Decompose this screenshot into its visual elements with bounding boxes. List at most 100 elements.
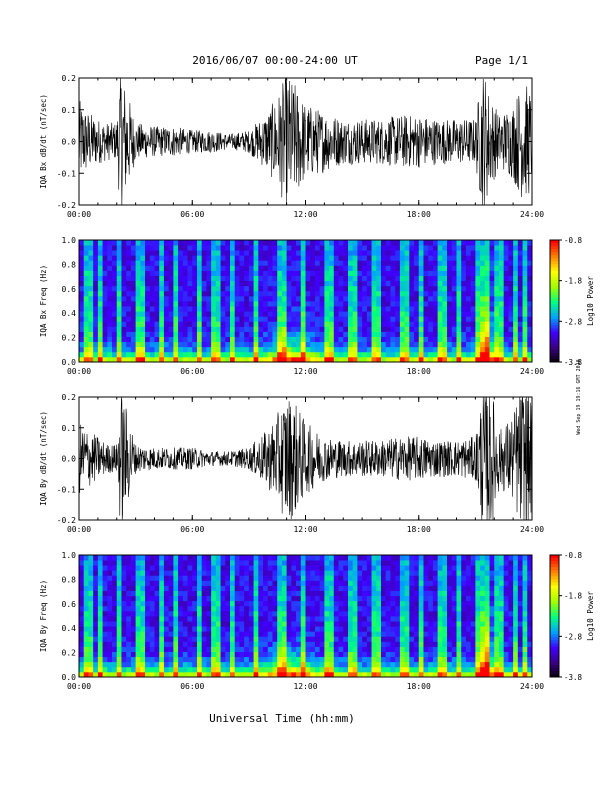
heat-cell xyxy=(234,311,240,317)
heat-cell xyxy=(178,610,184,617)
heat-cell xyxy=(291,280,297,287)
heat-cell xyxy=(314,245,321,251)
colorbar-cell xyxy=(550,249,559,253)
heat-cell xyxy=(300,616,306,622)
heat-cell xyxy=(112,555,118,561)
heat-cell xyxy=(390,600,396,607)
heat-cell xyxy=(187,301,193,307)
heat-cell xyxy=(126,575,132,581)
heat-cell xyxy=(442,346,448,353)
heat-cell xyxy=(220,570,226,576)
heat-cell xyxy=(428,356,434,363)
heat-cell xyxy=(366,651,372,658)
heat-cell xyxy=(319,666,325,673)
heat-cell xyxy=(470,240,476,246)
heat-cell xyxy=(329,580,335,586)
heat-cell xyxy=(107,600,113,607)
heat-cell xyxy=(310,610,316,617)
heat-cell xyxy=(366,346,372,353)
heat-cell xyxy=(220,250,226,256)
heat-cell xyxy=(456,646,462,652)
heat-cell xyxy=(272,351,278,358)
heat-cell xyxy=(362,245,368,251)
heat-cell xyxy=(409,351,415,358)
heat-cell xyxy=(215,585,221,591)
colorbar-tick-label: -0.8 xyxy=(564,236,583,245)
heat-cell xyxy=(432,270,439,276)
heat-cell xyxy=(225,245,231,251)
heat-cell xyxy=(310,326,316,332)
heat-cell xyxy=(225,600,231,607)
heat-cell xyxy=(465,631,472,637)
heat-cell xyxy=(168,250,174,256)
heat-cell xyxy=(442,651,448,658)
heat-cell xyxy=(201,245,207,251)
heat-cell xyxy=(79,671,85,678)
heat-cell xyxy=(145,600,151,607)
heat-cell xyxy=(409,610,415,617)
heat-cell xyxy=(447,250,453,256)
heat-cell xyxy=(220,301,226,307)
heat-cell xyxy=(79,605,85,612)
heat-cell xyxy=(513,270,519,276)
heat-cell xyxy=(423,311,429,317)
heat-cell xyxy=(201,255,207,261)
heat-cell xyxy=(314,575,321,581)
heat-cell xyxy=(517,575,523,581)
heat-cell xyxy=(503,661,509,668)
heat-cell xyxy=(263,651,269,658)
heat-cell xyxy=(470,626,476,632)
heat-cell xyxy=(159,585,165,591)
heat-cell xyxy=(83,641,89,647)
heat-cell xyxy=(347,631,354,637)
heat-cell xyxy=(494,585,500,591)
heat-cell xyxy=(130,316,137,322)
heat-cell xyxy=(423,336,429,343)
heat-cell xyxy=(447,610,453,617)
heat-cell xyxy=(404,661,410,668)
heat-cell xyxy=(263,616,269,622)
heat-cell xyxy=(163,356,170,363)
heat-cell xyxy=(88,666,94,673)
heat-cell xyxy=(437,590,443,597)
heat-cell xyxy=(173,590,179,597)
heat-cell xyxy=(201,671,207,678)
heat-cell xyxy=(196,250,203,256)
heat-cell xyxy=(107,306,113,312)
heat-cell xyxy=(163,641,170,647)
heat-cell xyxy=(201,600,207,607)
heat-cell xyxy=(390,621,396,627)
heat-cell xyxy=(508,341,514,348)
heat-cell xyxy=(88,610,94,617)
heat-cell xyxy=(79,595,85,602)
heat-cell xyxy=(414,631,420,637)
heat-cell xyxy=(484,316,490,322)
heat-cell xyxy=(418,301,424,307)
heat-cell xyxy=(187,341,193,348)
heat-cell xyxy=(480,575,486,581)
heat-cell xyxy=(145,605,151,612)
heat-cell xyxy=(456,590,462,597)
heat-cell xyxy=(310,260,316,266)
heat-cell xyxy=(376,641,382,647)
heat-cell xyxy=(418,605,424,612)
heat-cell xyxy=(97,316,103,322)
heat-cell xyxy=(498,326,505,332)
heat-cell xyxy=(333,270,339,276)
heat-cell xyxy=(154,290,160,297)
heat-cell xyxy=(159,240,165,246)
heat-cell xyxy=(112,311,118,317)
heat-cell xyxy=(489,290,495,297)
heat-cell xyxy=(503,260,509,266)
heat-cell xyxy=(352,285,358,292)
heat-cell xyxy=(281,616,288,622)
heat-cell xyxy=(112,651,118,658)
heat-cell xyxy=(159,321,165,327)
heat-cell xyxy=(414,570,420,576)
heat-cell xyxy=(385,641,391,647)
heat-cell xyxy=(97,341,103,348)
heat-cell xyxy=(88,250,94,256)
heat-cell xyxy=(286,666,292,673)
heat-cell xyxy=(220,295,226,302)
heat-cell xyxy=(404,245,410,251)
